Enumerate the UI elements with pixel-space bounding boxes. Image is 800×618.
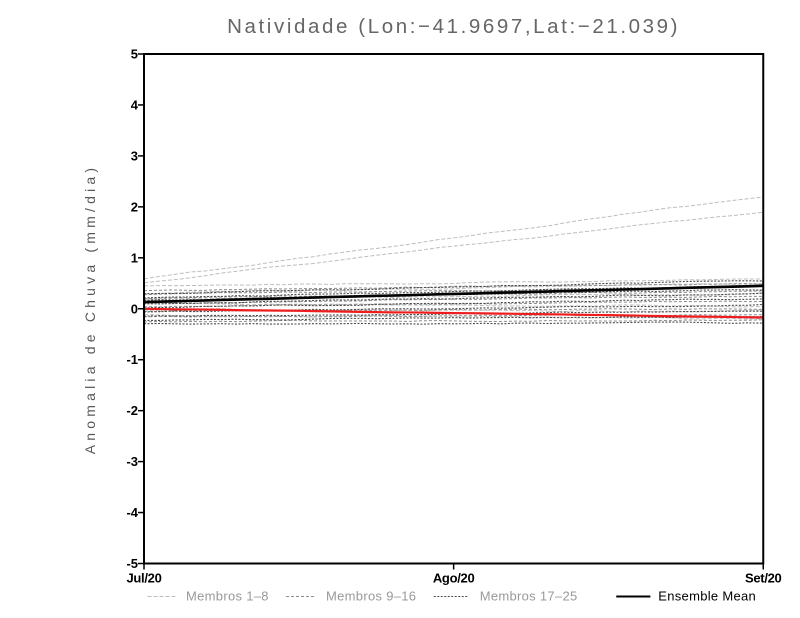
svg-text:0: 0 bbox=[131, 301, 138, 316]
svg-text:2: 2 bbox=[131, 199, 138, 214]
svg-text:1: 1 bbox=[131, 250, 138, 265]
svg-text:Ensemble Mean: Ensemble Mean bbox=[658, 589, 756, 604]
svg-text:Membros 1–8: Membros 1–8 bbox=[186, 589, 269, 604]
svg-text:5: 5 bbox=[131, 47, 138, 62]
svg-text:Anomalia de Chuva (mm/dia): Anomalia de Chuva (mm/dia) bbox=[82, 164, 98, 455]
svg-text:Membros 17–25: Membros 17–25 bbox=[480, 589, 578, 604]
svg-text:Jul/20: Jul/20 bbox=[126, 571, 161, 586]
svg-text:3: 3 bbox=[131, 148, 138, 163]
svg-text:Membros 9–16: Membros 9–16 bbox=[326, 589, 416, 604]
svg-text:Set/20: Set/20 bbox=[745, 571, 782, 586]
svg-text:4: 4 bbox=[131, 97, 139, 112]
svg-text:-5: -5 bbox=[126, 556, 138, 571]
svg-text:Ago/20: Ago/20 bbox=[433, 571, 475, 586]
svg-text:-1: -1 bbox=[126, 352, 138, 367]
svg-text:-4: -4 bbox=[126, 505, 138, 520]
svg-text:-3: -3 bbox=[126, 454, 138, 469]
svg-text:Natividade (Lon:−41.9697,Lat:−: Natividade (Lon:−41.9697,Lat:−21.039) bbox=[227, 15, 680, 38]
svg-text:-2: -2 bbox=[126, 403, 138, 418]
